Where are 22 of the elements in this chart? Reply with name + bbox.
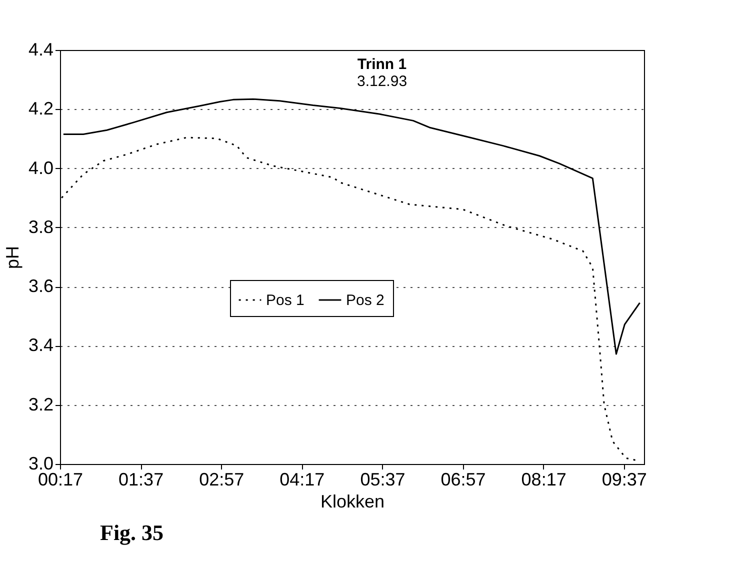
line-series xyxy=(62,98,641,355)
y-tick-label: 3.8 xyxy=(28,216,54,237)
y-tick-label: 4.2 xyxy=(28,98,54,119)
y-tick-label: 3.4 xyxy=(28,335,54,356)
legend-label: Pos 2 xyxy=(346,292,384,309)
y-tick-label: 3.6 xyxy=(28,276,54,296)
y-axis-title: pH xyxy=(2,246,22,270)
caption: Fig. 35 xyxy=(100,520,164,546)
x-axis-title: Klokken xyxy=(320,492,385,512)
y-tick-label: 3.2 xyxy=(28,394,54,414)
x-tick-label: 06:57 xyxy=(440,470,486,490)
x-tick-label: 09:37 xyxy=(602,470,647,490)
x-tick-label: 05:37 xyxy=(360,470,406,490)
x-tick-label: 04:17 xyxy=(280,470,325,490)
y-tick-label: 4.4 xyxy=(28,40,54,60)
y-tick-label: 4.0 xyxy=(28,158,54,178)
text: 3.12.93 xyxy=(356,73,408,90)
x-tick-label: 08:17 xyxy=(521,470,566,490)
x-tick-label: 01:37 xyxy=(118,470,164,490)
x-tick-label: 02:57 xyxy=(199,470,244,490)
chart-title: Trinn 1 xyxy=(357,56,407,73)
legend-label: Pos 1 xyxy=(266,292,304,309)
